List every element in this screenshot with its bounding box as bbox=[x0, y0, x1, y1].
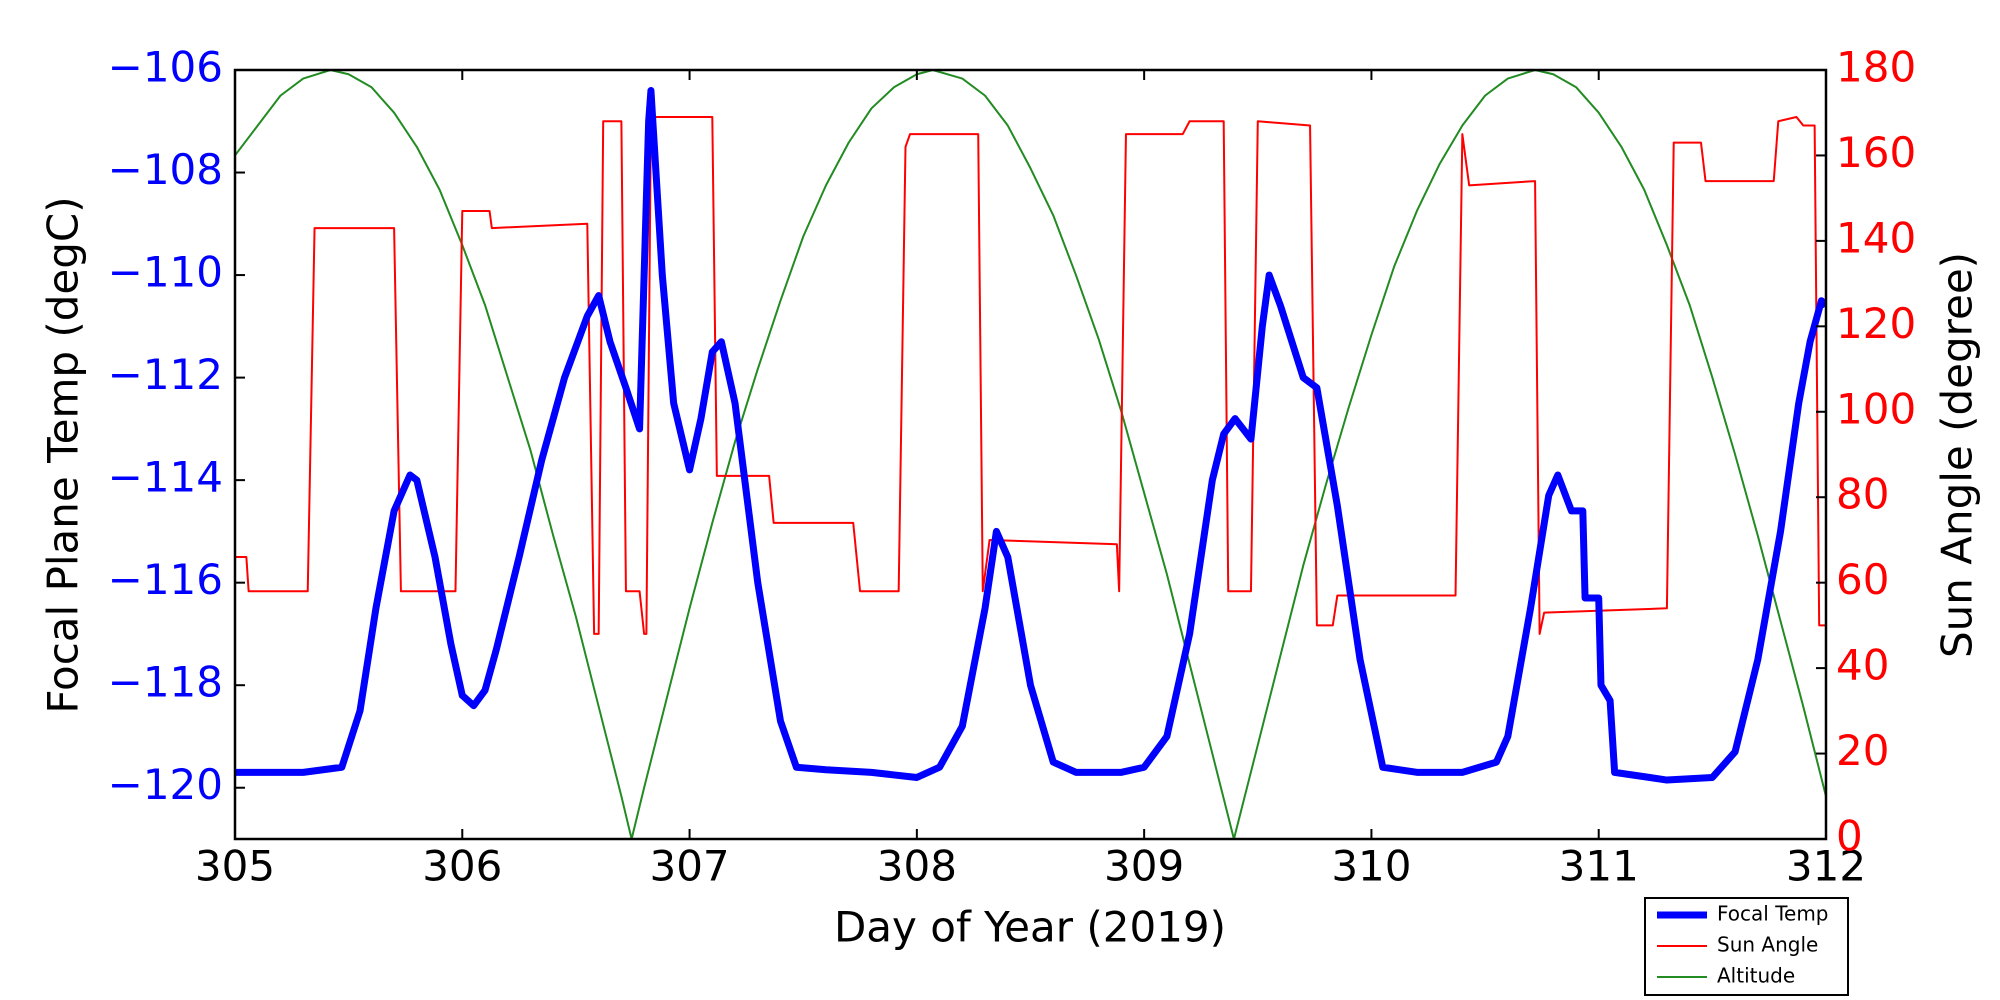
x-tick-label: 307 bbox=[649, 842, 729, 891]
y-axis-label: Focal Plane Temp (degC) bbox=[39, 196, 88, 713]
x-tick-label: 312 bbox=[1786, 842, 1866, 891]
x-tick-label: 310 bbox=[1331, 842, 1411, 891]
legend-label: Focal Temp bbox=[1717, 902, 1829, 926]
y-tick-label: −108 bbox=[108, 145, 223, 194]
x-tick-label: 306 bbox=[422, 842, 502, 891]
x-tick-label: 311 bbox=[1559, 842, 1639, 891]
x-tick-label: 308 bbox=[877, 842, 957, 891]
series-line bbox=[235, 115, 1826, 635]
y2-tick-label: 20 bbox=[1836, 726, 1889, 775]
x-tick-label: 305 bbox=[195, 842, 275, 891]
legend-label: Sun Angle bbox=[1717, 933, 1818, 957]
series-line bbox=[235, 70, 1826, 839]
y-tick-label: −110 bbox=[108, 248, 223, 297]
y-tick-label: −106 bbox=[108, 43, 223, 92]
y2-tick-label: 180 bbox=[1836, 43, 1916, 92]
x-axis-label: Day of Year (2019) bbox=[834, 903, 1226, 952]
y-tick-label: −120 bbox=[108, 760, 223, 809]
y2-tick-label: 80 bbox=[1836, 470, 1889, 519]
y-tick-label: −118 bbox=[108, 658, 223, 707]
legend-label: Altitude bbox=[1717, 964, 1795, 988]
y2-tick-label: 140 bbox=[1836, 213, 1916, 262]
y2-tick-label: 0 bbox=[1836, 812, 1863, 861]
series-line bbox=[235, 87, 1826, 784]
y2-tick-label: 120 bbox=[1836, 299, 1916, 348]
y-tick-label: −112 bbox=[108, 350, 223, 399]
plot-frame bbox=[233, 68, 1828, 841]
y2-tick-label: 60 bbox=[1836, 555, 1889, 604]
y-tick-label: −114 bbox=[108, 453, 223, 502]
y2-tick-label: 40 bbox=[1836, 641, 1889, 690]
legend: Focal Temp Sun Angle Altitude bbox=[1644, 897, 1849, 996]
y2-tick-label: 100 bbox=[1836, 384, 1916, 433]
x-tick-label: 309 bbox=[1104, 842, 1184, 891]
y2-axis-label: Sun Angle (degree) bbox=[1933, 252, 1982, 658]
y2-tick-label: 160 bbox=[1836, 128, 1916, 177]
y-tick-label: −116 bbox=[108, 555, 223, 604]
